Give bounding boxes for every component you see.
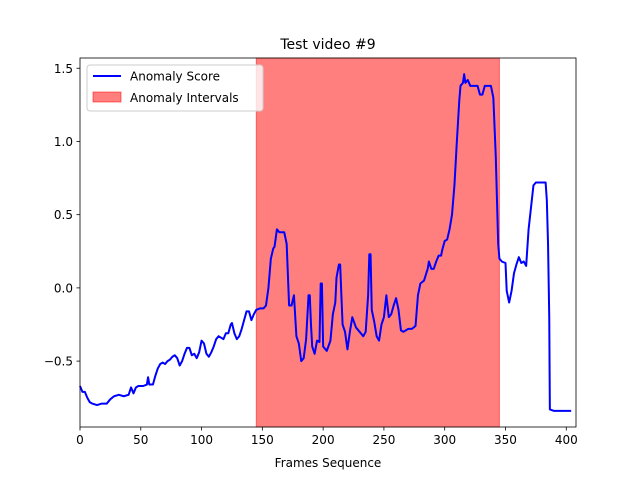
y-tick-label: 0.5	[54, 208, 73, 222]
x-tick-label: 50	[133, 433, 148, 447]
y-tick-label: −0.5	[44, 355, 73, 369]
y-tick-label: 0.0	[54, 281, 73, 295]
axes-frame	[79, 57, 577, 428]
series-line-layer	[79, 73, 572, 412]
legend-label-anomaly-intervals: Anomaly Intervals	[130, 91, 239, 105]
series-line-0	[79, 73, 572, 412]
x-tick-label: 350	[494, 433, 517, 447]
legend-label-anomaly-score: Anomaly Score	[130, 70, 220, 84]
legend-swatch-anomaly-intervals	[92, 91, 122, 103]
y-tick-label: 1.0	[54, 135, 73, 149]
y-tick-label: 1.5	[54, 62, 73, 76]
x-axis: 0 50 100 150 200 250 300 350 400	[76, 427, 578, 447]
legend-box	[86, 64, 264, 112]
x-tick-label: 0	[76, 433, 84, 447]
x-axis-title: Frames Sequence	[275, 456, 382, 470]
x-tick-label: 300	[433, 433, 456, 447]
x-tick-label: 400	[555, 433, 578, 447]
legend: Anomaly Score Anomaly Intervals	[86, 64, 264, 112]
anomaly-interval-layer	[255, 57, 500, 428]
anomaly-interval-0	[255, 57, 500, 428]
x-tick-label: 250	[372, 433, 395, 447]
y-axis: −0.5 0.0 0.5 1.0 1.5	[44, 62, 80, 369]
chart-title: Test video #9	[279, 37, 375, 53]
x-tick-label: 150	[251, 433, 274, 447]
x-tick-label: 200	[312, 433, 335, 447]
x-tick-label: 100	[190, 433, 213, 447]
